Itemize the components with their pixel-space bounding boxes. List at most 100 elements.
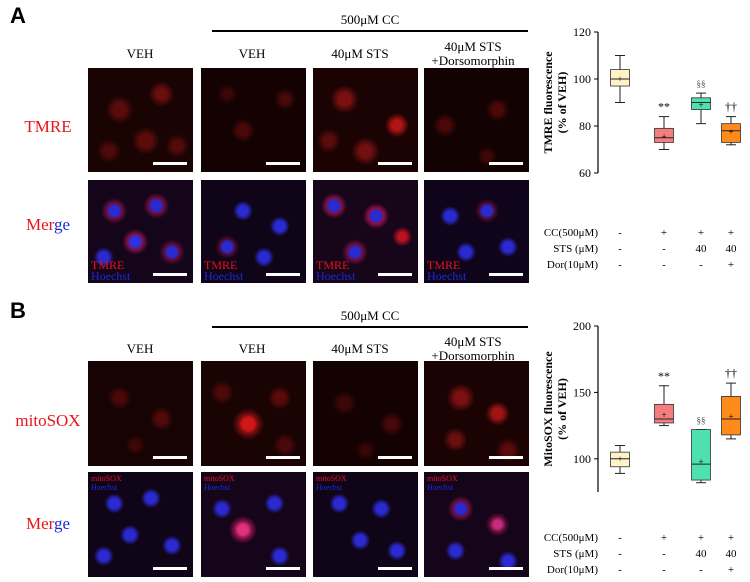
significance-marker: **: [658, 369, 670, 383]
condition-value: +: [698, 532, 704, 544]
scale-bar: [153, 567, 187, 570]
box: [721, 395, 741, 436]
significance-marker: ††: [725, 366, 737, 380]
box: [654, 403, 674, 424]
scale-bar: [266, 567, 300, 570]
micrograph-tmre-cc-veh: [201, 68, 306, 172]
scale-bar: [153, 273, 187, 276]
micrograph-merge-a-sts: TMRE Hoechst: [313, 180, 418, 283]
scale-bar: [489, 162, 523, 165]
y-tick-label: 150: [573, 385, 591, 399]
y-tick-label: 120: [573, 25, 591, 39]
micrograph-mitosox-sts: [313, 361, 418, 466]
condition-value: +: [661, 227, 667, 239]
panel-b-col-sts-dor-line2: +Dorsomorphin: [431, 348, 515, 363]
micrograph-merge-b-sts: mitoSOX Hoechst: [313, 472, 418, 577]
overlay-label-tmre: TMRE: [91, 258, 125, 272]
mean-marker: +: [698, 456, 703, 466]
overlay-label-tmre: TMRE: [316, 258, 350, 272]
micrograph-merge-b-cc-veh: mitoSOX Hoechst: [201, 472, 306, 577]
condition-value: 40: [726, 243, 738, 255]
overlay-label-mitosox: mitoSOX: [427, 474, 458, 483]
y-axis-label-unit: (% of VEH): [555, 378, 569, 440]
overlay-label-hoechst: Hoechst: [91, 483, 118, 492]
merge-label-blue: ge: [53, 215, 71, 234]
condition-value: 40: [696, 243, 708, 255]
condition-value: +: [728, 259, 734, 271]
scale-bar: [378, 273, 412, 276]
condition-value: -: [662, 243, 666, 255]
condition-value: 40: [726, 548, 738, 560]
micrograph-mitosox-cc-veh: [201, 361, 306, 466]
y-tick-label: 100: [573, 72, 591, 86]
condition-value: 40: [696, 548, 708, 560]
mean-marker: +: [728, 127, 733, 137]
condition-value: -: [662, 564, 666, 576]
box: [654, 127, 674, 143]
panel-b-col-sts-dor: 40μM STS +Dorsomorphin: [418, 335, 528, 363]
scale-bar: [378, 567, 412, 570]
overlay-label-mitosox: mitoSOX: [91, 474, 122, 483]
panel-b-col-cc-veh: VEH: [238, 341, 266, 356]
micrograph-mitosox-veh: [88, 361, 193, 466]
panel-b-col-sts: 40μM STS: [331, 341, 389, 356]
scale-bar: [378, 456, 412, 459]
micrograph-tmre-sts: [313, 68, 418, 172]
mean-marker: +: [617, 74, 622, 84]
box: [610, 451, 630, 468]
significance-marker: §§: [697, 79, 706, 89]
scale-bar: [489, 456, 523, 459]
box: [610, 69, 630, 87]
box: [691, 97, 711, 110]
scale-bar: [266, 162, 300, 165]
mean-marker: +: [728, 411, 733, 421]
row-label-merge-a: Merge: [8, 215, 88, 235]
micrograph-merge-a-veh: TMRE Hoechst: [88, 180, 193, 283]
significance-marker: §§: [697, 416, 706, 426]
box: [691, 429, 711, 481]
mean-marker: +: [617, 454, 622, 464]
scale-bar: [489, 567, 523, 570]
y-axis-label: MitoSOX fluorescence: [541, 351, 555, 467]
significance-marker: **: [658, 100, 670, 114]
panel-a-group-label: 500μM CC: [340, 12, 400, 27]
micrograph-tmre-veh: [88, 68, 193, 172]
chart-mitosox: 100 150 200 MitoSOX fluorescence (% of VEH) +…: [541, 319, 741, 576]
panel-a-letter: A: [10, 3, 26, 28]
overlay-label-mitosox: mitoSOX: [204, 474, 235, 483]
condition-value: -: [662, 259, 666, 271]
condition-label: CC(500μM): [544, 532, 599, 544]
overlay-label-hoechst: Hoechst: [204, 269, 244, 283]
condition-value: -: [699, 259, 703, 271]
panel-a-col-cc-veh: VEH: [238, 46, 266, 61]
merge-label-red: Mer: [25, 215, 54, 234]
overlay-label-tmre: TMRE: [204, 258, 238, 272]
scale-bar: [378, 162, 412, 165]
condition-value: -: [618, 532, 622, 544]
overlay-label-hoechst: Hoechst: [204, 483, 231, 492]
scale-bar: [153, 162, 187, 165]
scale-bar: [266, 456, 300, 459]
y-tick-label: 80: [579, 119, 591, 133]
overlay-label-mitosox: mitoSOX: [316, 474, 347, 483]
row-label-mitosox: mitoSOX: [15, 411, 81, 430]
scale-bar: [266, 273, 300, 276]
condition-value: -: [699, 564, 703, 576]
merge-label-blue: ge: [53, 514, 71, 533]
mean-marker: +: [661, 410, 666, 420]
panel-b-group-label: 500μM CC: [340, 308, 400, 323]
y-tick-label: 200: [573, 319, 591, 333]
condition-label: Dor(10μM): [547, 564, 598, 576]
condition-value: -: [618, 564, 622, 576]
overlay-label-tmre: TMRE: [427, 258, 461, 272]
micrograph-tmre-sts-dor: [424, 68, 529, 172]
panel-a-col-sts-dor: 40μM STS +Dorsomorphin: [418, 40, 528, 68]
merge-label-red: Mer: [25, 514, 54, 533]
mean-marker: +: [661, 132, 666, 142]
condition-value: +: [661, 532, 667, 544]
overlay-label-hoechst: Hoechst: [427, 269, 467, 283]
micrograph-merge-b-sts-dor: mitoSOX Hoechst: [424, 472, 529, 577]
mean-marker: +: [698, 100, 703, 110]
panel-a-col-sts: 40μM STS: [331, 46, 389, 61]
y-tick-label: 60: [579, 166, 591, 180]
